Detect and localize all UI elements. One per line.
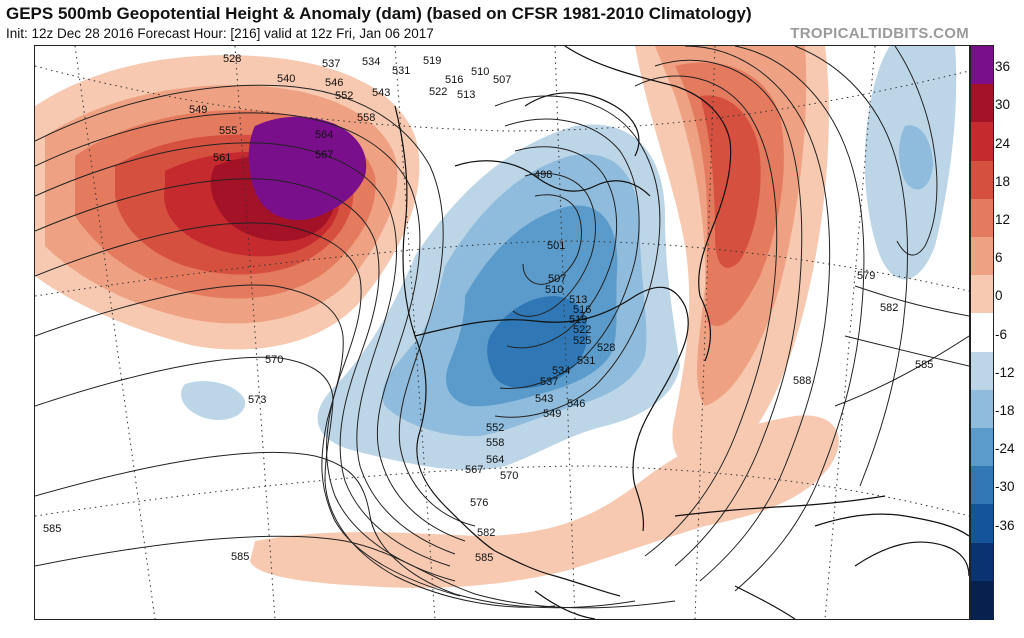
contour-label: 513 — [457, 89, 475, 101]
colorbar-label: -18 — [995, 402, 1015, 418]
contour-label: 555 — [219, 125, 237, 137]
positive-anomaly-subtropics — [250, 415, 839, 588]
anomaly-shading — [35, 46, 957, 588]
colorbar-segment — [971, 46, 993, 85]
colorbar-label: 0 — [995, 288, 1003, 304]
colorbar-segment — [971, 313, 993, 353]
contour-label: 567 — [465, 464, 483, 476]
colorbar-label: 18 — [995, 173, 1011, 189]
colorbar-segment — [971, 389, 993, 429]
coastlines — [394, 46, 969, 619]
anomaly-colorbar — [970, 45, 994, 620]
colorbar-segment — [971, 84, 993, 124]
contour-label: 519 — [423, 55, 441, 67]
colorbar-segment — [971, 198, 993, 238]
contour-label: 546 — [325, 77, 343, 89]
colorbar-segment — [971, 275, 993, 315]
contour-label-group: 528 540 537 534 531 519 516 510 507 546 … — [43, 53, 933, 564]
contour-label: 567 — [315, 149, 333, 161]
contour-label: 510 — [471, 66, 489, 78]
contour-label: 501 — [547, 240, 565, 252]
contour-label: 570 — [265, 354, 283, 366]
contour-label: 543 — [535, 393, 553, 405]
contour-label: 546 — [567, 398, 585, 410]
contour-label: 579 — [857, 270, 875, 282]
contour-label: 582 — [477, 527, 495, 539]
contour-label: 558 — [486, 437, 504, 449]
lat-lon-grid — [35, 46, 969, 619]
colorbar-segment — [971, 237, 993, 276]
colorbar-label: -30 — [995, 479, 1015, 495]
contour-label: 585 — [43, 523, 61, 535]
colorbar-label: 24 — [995, 135, 1011, 151]
colorbar-label: -36 — [995, 517, 1015, 533]
contour-label: 522 — [573, 324, 591, 336]
contour-label: 585 — [915, 359, 933, 371]
map-title: GEPS 500mb Geopotential Height & Anomaly… — [6, 4, 752, 23]
contour-label: 564 — [315, 129, 333, 141]
contour-label: 549 — [543, 408, 561, 420]
contour-label: 585 — [475, 552, 493, 564]
contour-label: 522 — [429, 86, 447, 98]
map-subtitle: Init: 12z Dec 28 2016 Forecast Hour: [21… — [6, 26, 434, 41]
contour-label: 513 — [569, 294, 587, 306]
contour-label: 534 — [362, 56, 380, 68]
contour-label: 534 — [552, 365, 570, 377]
colorbar-segment — [971, 160, 993, 200]
colorbar-segment — [971, 351, 993, 391]
colorbar-label: 30 — [995, 97, 1011, 113]
contour-label: 573 — [248, 394, 266, 406]
colorbar-segment — [971, 122, 993, 162]
contour-label: 540 — [277, 73, 295, 85]
contour-label: 507 — [548, 273, 566, 285]
contour-label: 531 — [577, 355, 595, 367]
contour-label: 516 — [445, 74, 463, 86]
contour-label: 537 — [322, 58, 340, 70]
contour-label: 507 — [493, 74, 511, 86]
colorbar-segment — [971, 504, 993, 544]
contour-label: 549 — [189, 104, 207, 116]
colorbar-segment — [971, 428, 993, 467]
colorbar-label: 6 — [995, 250, 1003, 266]
colorbar-segment — [971, 580, 993, 620]
contour-label: 576 — [470, 497, 488, 509]
contour-label: 498 — [534, 169, 552, 181]
contour-label: 585 — [231, 551, 249, 563]
colorbar-label: 36 — [995, 59, 1011, 75]
contour-label: 582 — [880, 302, 898, 314]
anomaly-map: 528 540 537 534 531 519 516 510 507 546 … — [35, 46, 969, 619]
contour-label: 564 — [486, 454, 504, 466]
colorbar-label: -24 — [995, 441, 1015, 457]
contour-label: 561 — [213, 152, 231, 164]
contour-label: 525 — [573, 335, 591, 347]
contour-label: 558 — [357, 112, 375, 124]
colorbar-label: 12 — [995, 211, 1011, 227]
contour-label: 528 — [223, 53, 241, 65]
contour-label: 519 — [569, 314, 587, 326]
contour-label: 552 — [335, 90, 353, 102]
colorbar-label: -6 — [995, 326, 1008, 342]
contour-label: 510 — [545, 284, 563, 296]
colorbar-label: -12 — [995, 364, 1015, 380]
contour-label: 588 — [793, 375, 811, 387]
colorbar-segment — [971, 466, 993, 506]
height-contours — [35, 46, 969, 609]
brand-watermark[interactable]: TROPICALTIDBITS.COM — [790, 25, 969, 42]
contour-label: 528 — [597, 342, 615, 354]
colorbar-segment — [971, 542, 993, 582]
negative-anomaly-pacific-blob — [181, 381, 246, 421]
contour-label: 552 — [486, 422, 504, 434]
map-panel[interactable]: 528 540 537 534 531 519 516 510 507 546 … — [34, 45, 970, 620]
contour-label: 570 — [500, 470, 518, 482]
contour-label: 543 — [372, 87, 390, 99]
contour-label: 537 — [540, 376, 558, 388]
contour-label: 531 — [392, 65, 410, 77]
contour-label: 516 — [573, 304, 591, 316]
